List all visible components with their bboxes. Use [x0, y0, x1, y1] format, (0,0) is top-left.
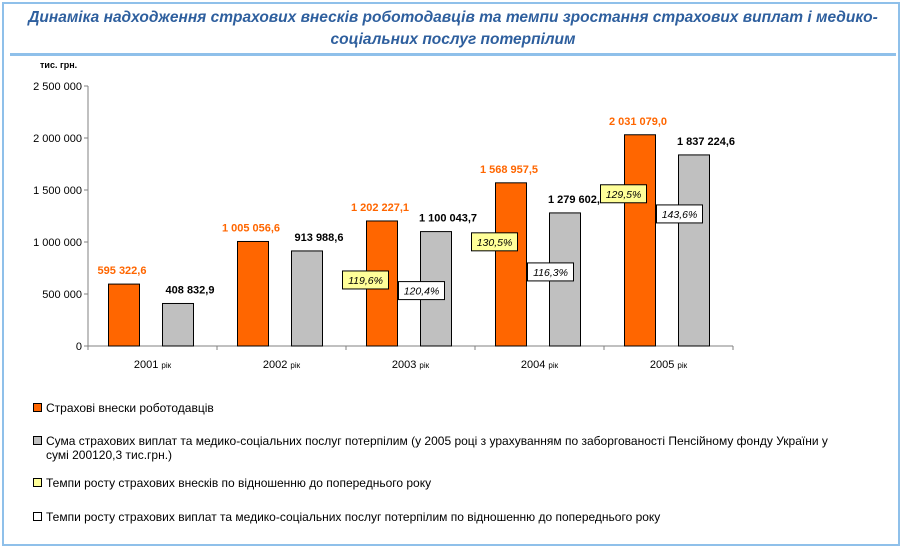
y-tick-label: 2 000 000 [33, 133, 82, 145]
x-tick-year: 2004 [521, 359, 549, 371]
chart-frame: Динаміка надходження страхових внесків р… [2, 2, 900, 546]
bar-payments [291, 250, 323, 347]
growth-label-payments: 120,4% [404, 286, 440, 298]
legend-label-contributions: Страхові внески роботодавців [46, 401, 214, 415]
chart-title: Динаміка надходження страхових внесків р… [28, 9, 878, 48]
bar-contributions [237, 240, 269, 347]
x-tick-year: 2001 [134, 359, 162, 371]
growth-box-payments [656, 204, 703, 224]
growth-box-payments [398, 281, 445, 301]
y-tick-label: 500 000 [42, 289, 82, 301]
data-label-payments: 1 279 602,0 [548, 194, 606, 206]
x-tick-suffix: рік [548, 361, 558, 370]
legend-label-payments: Сума страхових виплат та медико-соціальн… [46, 434, 828, 462]
growth-box-contributions [342, 270, 389, 290]
x-tick-label: 2003 рік [392, 359, 430, 371]
data-label-payments: 1 837 224,6 [677, 136, 735, 148]
legend-swatch-contributions-growth [33, 478, 42, 487]
growth-label-contributions: 119,6% [348, 275, 383, 287]
data-label-contributions: 595 322,6 [98, 265, 147, 277]
bar-payments [678, 154, 710, 347]
legend-item-payments-growth: Темпи росту страхових виплат та медико-с… [33, 510, 836, 524]
legend-label-contributions-growth: Темпи росту страхових внесків по відноше… [46, 476, 432, 490]
data-label-payments: 408 832,9 [166, 284, 215, 296]
legend-item-contributions: Страхові внески роботодавців [33, 401, 836, 415]
bar-payments [162, 302, 194, 347]
x-tick-year: 2002 [263, 359, 291, 371]
title-box: Динаміка надходження страхових внесків р… [10, 4, 896, 56]
growth-label-contributions: 129,5% [606, 189, 642, 201]
legend-swatch-payments-growth [33, 512, 42, 521]
y-tick-label: 1 500 000 [33, 185, 82, 197]
growth-box-contributions [471, 232, 518, 252]
x-tick-year: 2003 [392, 359, 420, 371]
x-tick-suffix: рік [419, 361, 429, 370]
bar-contributions [495, 182, 527, 347]
x-tick-label: 2002 рік [263, 359, 301, 371]
x-tick-suffix: рік [290, 361, 300, 370]
x-tick-suffix: рік [161, 361, 171, 370]
growth-box-payments [527, 262, 574, 282]
y-tick-label: 2 500 000 [33, 81, 82, 93]
legend-item-contributions-growth: Темпи росту страхових внесків по відноше… [33, 476, 836, 490]
data-label-contributions: 2 031 079,0 [609, 116, 667, 128]
y-tick-label: 1 000 000 [33, 237, 82, 249]
x-tick-year: 2005 [650, 359, 678, 371]
x-tick-label: 2005 рік [650, 359, 688, 371]
legend-item-payments: Сума страхових виплат та медико-соціальн… [33, 434, 836, 462]
growth-label-payments: 116,3% [533, 267, 568, 279]
bar-contributions [624, 134, 656, 347]
x-tick-label: 2004 рік [521, 359, 559, 371]
data-label-contributions: 1 005 056,6 [222, 222, 280, 234]
x-tick-label: 2001 рік [134, 359, 172, 371]
data-label-contributions: 1 202 227,1 [351, 202, 409, 214]
x-tick-suffix: рік [677, 361, 687, 370]
legend-swatch-contributions [33, 403, 42, 412]
growth-box-contributions [600, 184, 647, 204]
y-tick-label: 0 [76, 341, 82, 353]
growth-label-payments: 143,6% [662, 209, 698, 221]
legend-swatch-payments [33, 436, 42, 445]
legend-label-payments-growth: Темпи росту страхових виплат та медико-с… [46, 510, 661, 524]
growth-label-contributions: 130,5% [477, 237, 513, 249]
data-label-contributions: 1 568 957,5 [480, 164, 538, 176]
data-label-payments: 913 988,6 [295, 232, 344, 244]
y-unit-label: тис. грн. [40, 60, 77, 70]
data-label-payments: 1 100 043,7 [419, 213, 477, 225]
bar-contributions [108, 283, 140, 347]
